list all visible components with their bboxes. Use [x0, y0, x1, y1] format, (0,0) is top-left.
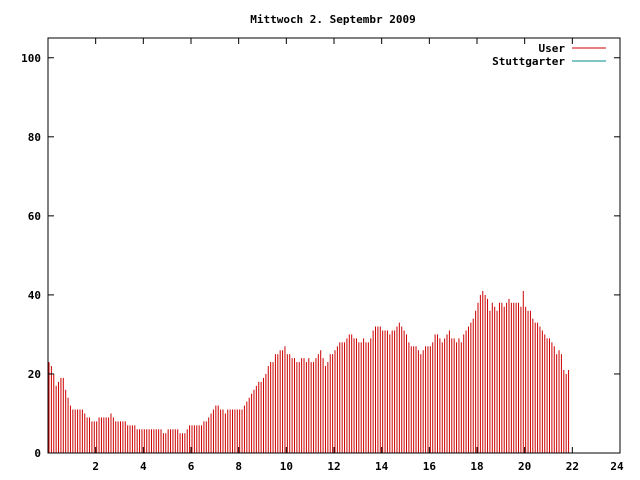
- x-tick-label: 24: [610, 460, 624, 473]
- y-tick-label: 100: [21, 52, 41, 65]
- chart-title: Mittwoch 2. Septembr 2009: [250, 13, 416, 26]
- x-tick-label: 14: [375, 460, 389, 473]
- bars-layer: [48, 290, 570, 453]
- x-tick-label: 16: [423, 460, 437, 473]
- y-tick-label: 40: [28, 289, 41, 302]
- x-tick-label: 22: [566, 460, 579, 473]
- plot-frame: [47, 37, 621, 454]
- x-tick-label: 8: [235, 460, 242, 473]
- y-tick-label: 80: [28, 131, 41, 144]
- x-tick-label: 18: [470, 460, 483, 473]
- legend: User Stuttgarter: [492, 42, 606, 68]
- y-tick-label: 60: [28, 210, 41, 223]
- legend-label-stuttgarter: Stuttgarter: [492, 55, 565, 68]
- y-axis: 0 20 40 60 80 100: [21, 52, 620, 460]
- x-tick-label: 4: [140, 460, 147, 473]
- x-tick-label: 20: [518, 460, 531, 473]
- x-tick-label: 12: [327, 460, 340, 473]
- x-tick-label: 6: [188, 460, 195, 473]
- y-tick-label: 20: [28, 368, 41, 381]
- y-tick-label: 0: [34, 447, 41, 460]
- x-tick-label: 2: [92, 460, 99, 473]
- x-axis: 2 4 6 8 10 12 14 16 18 20 22 24: [92, 38, 624, 473]
- legend-label-user: User: [539, 42, 566, 55]
- x-tick-label: 10: [280, 460, 293, 473]
